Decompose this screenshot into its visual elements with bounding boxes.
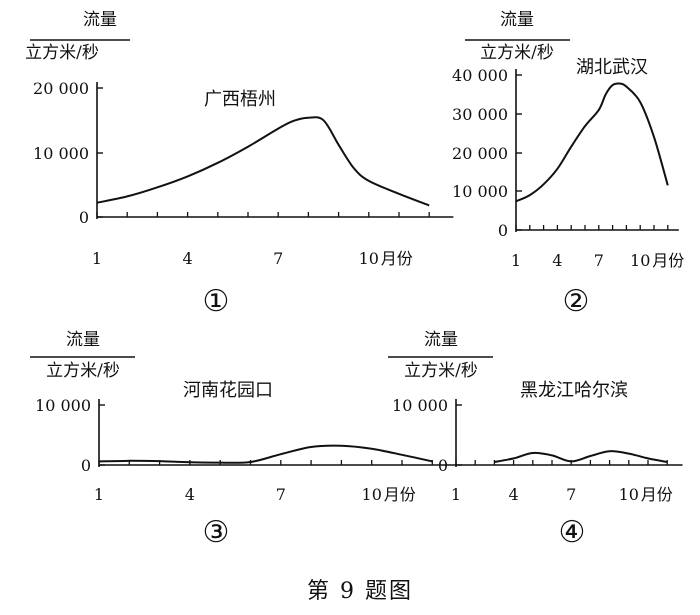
discharge-series-line [515,82,669,203]
y-tick-label: 0 [81,456,91,475]
station-name-label: 黑龙江哈尔滨 [520,380,628,401]
x-tick-label: 7 [273,249,283,268]
y-axis-label-unit: 立方米/秒 [480,43,554,63]
y-tick-label: 0 [79,208,89,227]
x-tick-label: 7 [276,485,286,504]
y-axis-label-unit: 立方米/秒 [46,361,120,381]
y-tick-label: 0 [498,221,508,240]
y-axis-label-quantity: 流量 [424,330,458,350]
x-tick-label: 1 [511,251,521,270]
x-tick-label: 7 [566,485,576,504]
x-tick-label: 1 [92,249,102,268]
panel-number-label: ① [203,284,230,319]
x-tick-label: 10 [359,249,379,268]
x-tick-label: 1 [94,485,104,504]
y-axis-label-quantity: 流量 [500,10,534,30]
station-name-label: 广西梧州 [204,89,276,110]
discharge-series-line [494,450,668,463]
x-tick-label: 10 [362,485,382,504]
x-tick-label: 4 [183,249,193,268]
x-tick-label: 10 [619,485,639,504]
y-tick-label: 0 [438,456,448,475]
y-tick-label: 10 000 [35,396,91,415]
station-name-label: 湖北武汉 [576,57,648,78]
x-tick-label: 4 [509,485,519,504]
y-axis-label-unit: 立方米/秒 [25,43,99,63]
y-axis-label-quantity: 流量 [83,10,117,30]
x-axis-unit-label: 月份 [641,485,673,504]
y-tick-label: 20 000 [452,144,508,163]
y-tick-label: 20 000 [33,79,89,98]
x-axis-unit-label: 月份 [652,251,684,270]
y-tick-label: 40 000 [452,66,508,85]
y-tick-label: 10 000 [452,182,508,201]
y-axis-label-unit: 立方米/秒 [404,361,478,381]
discharge-series-line [96,116,430,207]
y-tick-label: 10 000 [33,144,89,163]
figure-caption: 第 9 题图 [307,579,413,604]
y-tick-label: 30 000 [452,105,508,124]
x-axis-unit-label: 月份 [381,249,413,268]
y-tick-label: 10 000 [392,396,448,415]
x-tick-label: 4 [552,251,562,270]
discharge-series-line [98,444,433,464]
panel-number-label: ③ [203,515,230,550]
x-tick-label: 4 [185,485,195,504]
panel-number-label: ④ [559,515,586,550]
panel-number-label: ② [563,284,590,319]
station-name-label: 河南花园口 [183,380,273,401]
x-axis-unit-label: 月份 [384,485,416,504]
y-axis-label-quantity: 流量 [66,330,100,350]
x-tick-label: 1 [451,485,461,504]
x-tick-label: 10 [630,251,650,270]
x-tick-label: 7 [594,251,604,270]
